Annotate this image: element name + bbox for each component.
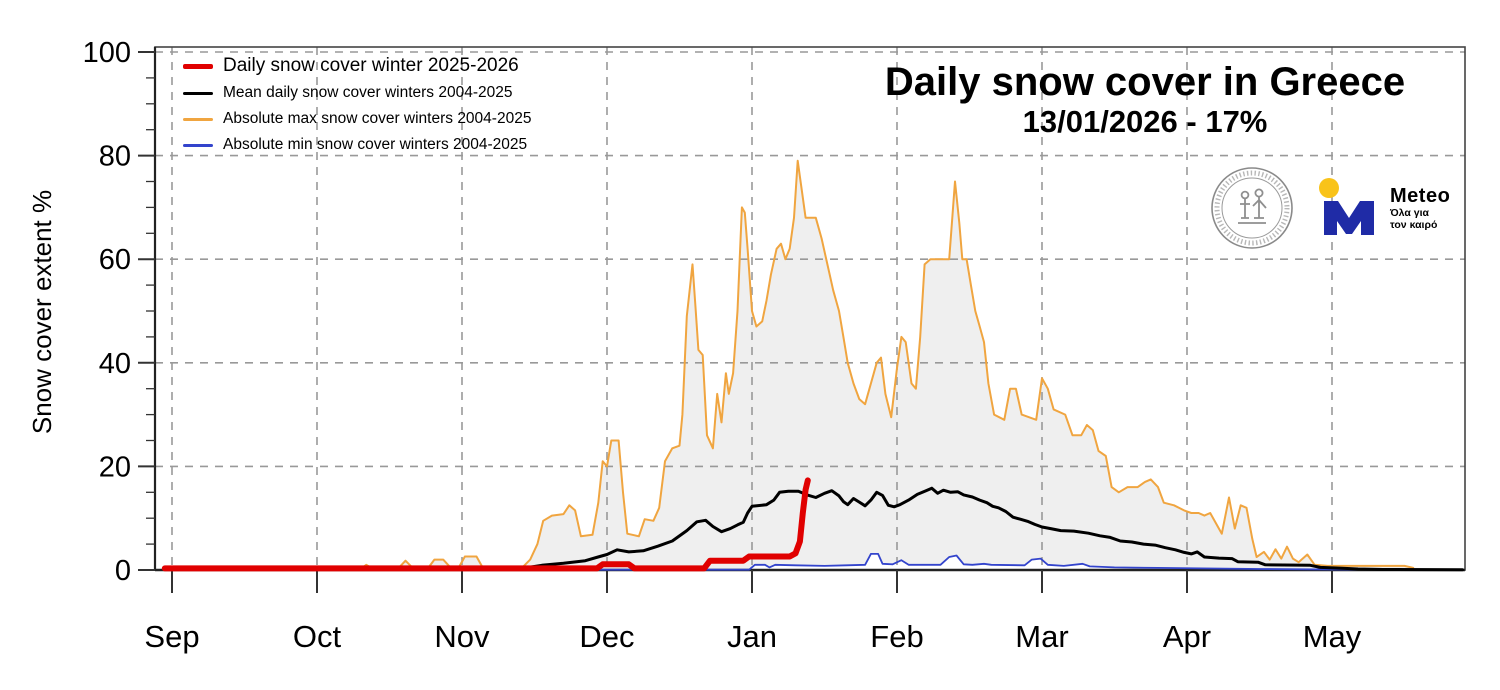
x-tick-label-Nov: Nov [434,619,490,654]
legend-item: Absolute min snow cover winters 2004-202… [183,132,531,158]
y-tick-label-100: 100 [83,37,131,69]
legend-line-swatch [183,91,213,95]
meteo-logo-tagline-2: τον καιρό [1390,218,1438,231]
y-tick-label-80: 80 [99,141,131,173]
chart-subtitle-date-value: 13/01/2026 - 17% [1022,104,1268,139]
chart-legend: Daily snow cover winter 2025-2026 Mean da… [183,52,531,158]
logo-strip: Meteo Όλα για τον καιρό [1210,166,1450,250]
meteo-logo-name: Meteo [1390,185,1451,207]
x-tick-label-May: May [1303,619,1362,654]
legend-label: Absolute max snow cover winters 2004-202… [223,110,532,127]
y-tick-label-20: 20 [99,451,131,483]
legend-label: Mean daily snow cover winters 2004-2025 [223,84,513,101]
series-line-absolute-max-snow-cover-winters-2004-2025 [163,159,1415,570]
legend-item: Daily snow cover winter 2025-2026 [183,52,531,80]
legend-line-swatch [183,143,213,147]
legend-line-swatch [183,117,213,121]
legend-label: Absolute min snow cover winters 2004-202… [223,136,528,153]
meteo-logo-text: Meteo Όλα για τον καιρό [1390,185,1450,231]
y-tick-label-0: 0 [115,555,131,587]
x-tick-label-Feb: Feb [870,619,923,654]
legend-item: Mean daily snow cover winters 2004-2025 [183,80,531,106]
series-line-absolute-min-snow-cover-winters-2004-2025 [163,553,1415,571]
max-min-shaded-area [164,160,1414,570]
y-tick-label-40: 40 [99,348,131,380]
legend-line-swatch [183,63,213,69]
series-line-mean-daily-snow-cover-winters-2004-2025 [163,486,1464,572]
legend-label: Daily snow cover winter 2025-2026 [223,55,519,76]
seal-ring-text [1214,170,1290,246]
university-seal-logo [1211,167,1293,249]
y-tick-label-60: 60 [99,244,131,276]
meteo-logo: Meteo Όλα για τον καιρό [1316,175,1450,241]
seal-figures [1238,188,1267,224]
y-axis-label: Snow cover extent % [27,189,57,435]
meteo-m-icon [1319,178,1374,235]
x-tick-label-Jan: Jan [727,619,777,654]
legend-item: Absolute max snow cover winters 2004-202… [183,106,531,132]
x-tick-label-Sep: Sep [144,619,199,654]
x-tick-label-Dec: Dec [579,619,634,654]
meteo-logo-tagline-1: Όλα για [1390,207,1429,219]
x-tick-label-Mar: Mar [1015,619,1068,654]
series-line-daily-snow-cover-winter-2025-2026 [161,477,811,572]
x-tick-label-Oct: Oct [293,619,342,654]
chart-title: Daily snow cover in Greece [884,60,1406,104]
x-tick-label-Apr: Apr [1163,619,1211,654]
